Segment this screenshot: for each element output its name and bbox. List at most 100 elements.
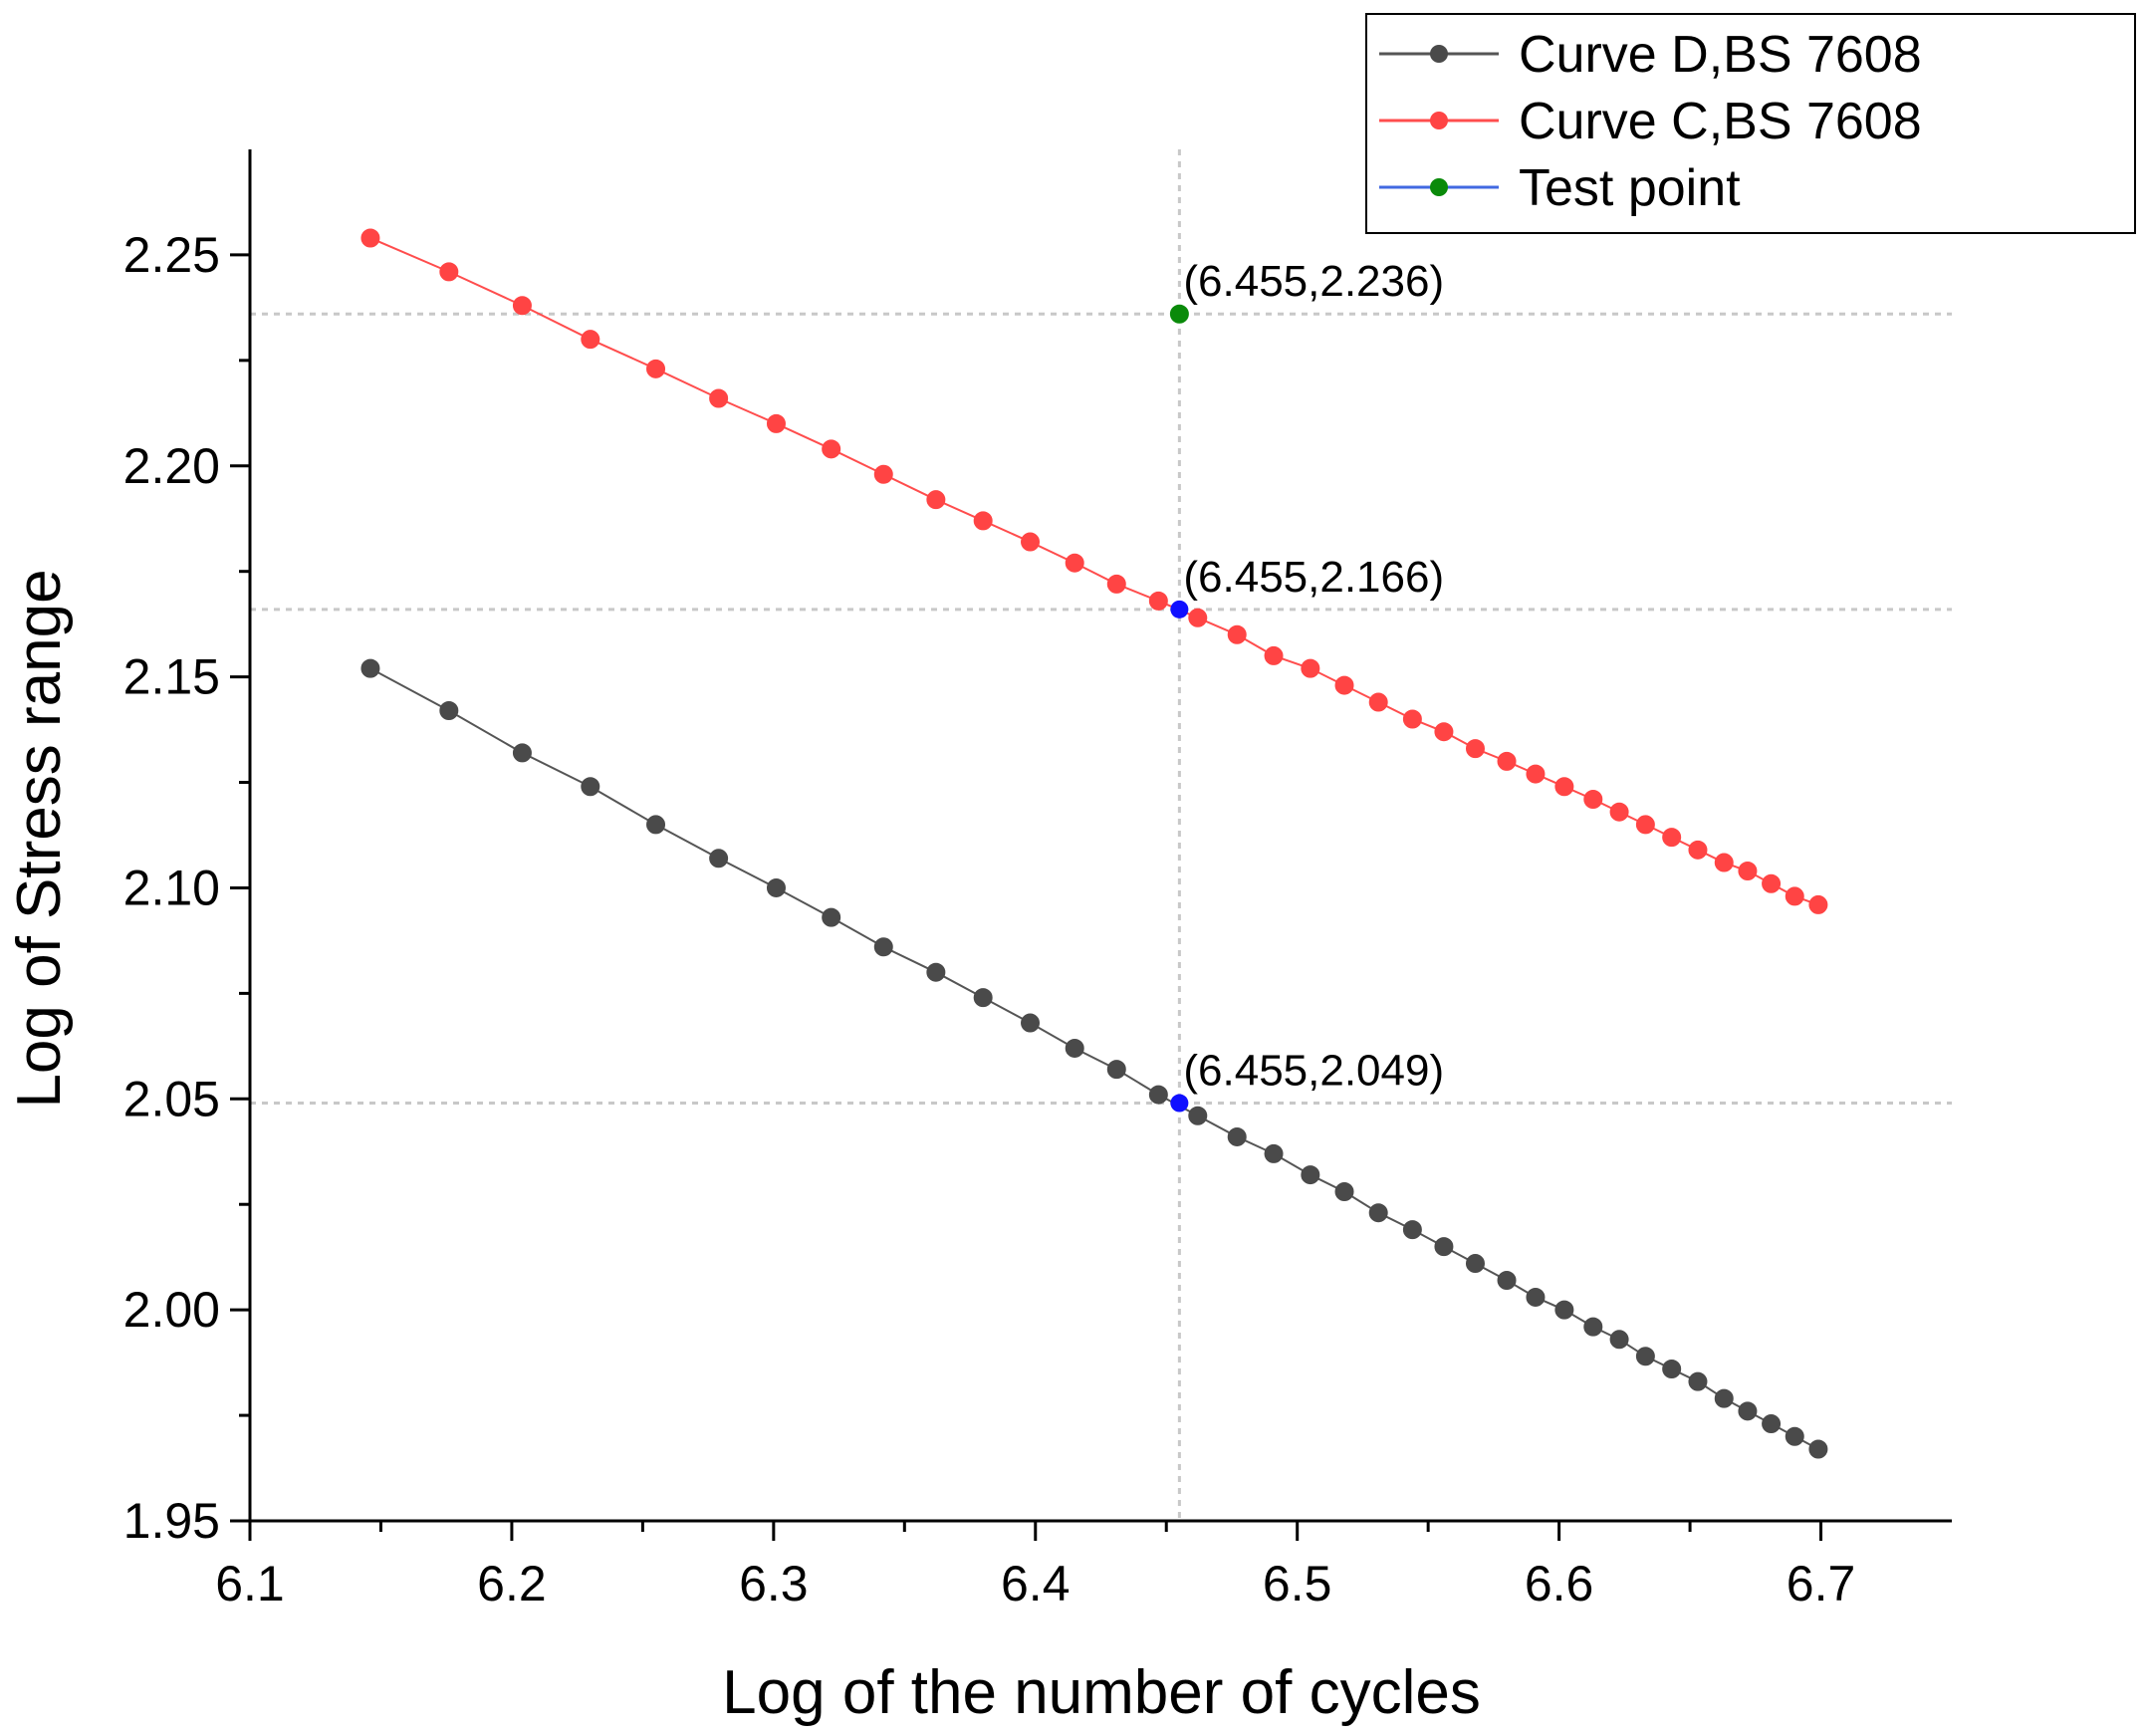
data-point (1368, 1203, 1388, 1223)
data-point (1065, 1038, 1084, 1058)
data-point (973, 988, 993, 1008)
data-point (709, 849, 729, 868)
data-point (1609, 1330, 1629, 1350)
data-point (926, 490, 946, 510)
series-2 (360, 228, 1828, 914)
data-point (1762, 1414, 1782, 1434)
data-point (439, 262, 459, 282)
data-point (646, 359, 666, 378)
data-point (1785, 886, 1804, 906)
data-point (1434, 1237, 1454, 1257)
data-point (1148, 591, 1168, 611)
series-layer (360, 228, 1828, 1459)
data-point (1583, 1317, 1603, 1337)
data-point (1301, 1165, 1320, 1185)
y-tick-label: 1.95 (123, 1493, 220, 1549)
y-tick-label: 2.00 (123, 1282, 220, 1338)
data-point (1264, 1143, 1284, 1163)
legend: Curve D,BS 7608 Curve C,BS 7608 Test point (1365, 13, 2136, 234)
data-point (1065, 553, 1084, 573)
data-point (1554, 777, 1574, 797)
series-3 (1169, 304, 1189, 324)
data-point (646, 815, 666, 835)
data-point (512, 743, 532, 763)
x-tick-label: 6.3 (739, 1556, 809, 1612)
x-ticks: 6.1 6.2 6.3 6.4 6.5 6.6 6.7 (215, 1521, 1855, 1612)
data-point (1169, 304, 1189, 324)
data-point (1497, 751, 1517, 771)
data-point (1526, 1287, 1546, 1307)
data-point (766, 877, 786, 897)
data-point (1368, 692, 1388, 712)
data-point (1334, 1182, 1354, 1202)
data-point (1688, 1371, 1708, 1391)
x-tick-label: 6.7 (1787, 1556, 1856, 1612)
axes (248, 149, 1952, 1523)
data-point (873, 464, 893, 484)
data-point (512, 296, 532, 316)
data-point (1264, 645, 1284, 665)
data-point (581, 330, 600, 350)
y-tick-label: 2.15 (123, 649, 220, 705)
data-point (1148, 1085, 1168, 1105)
y-axis-title: Log of Stress range (5, 569, 74, 1108)
x-tick-label: 6.5 (1263, 1556, 1332, 1612)
data-point (1402, 709, 1422, 729)
data-point (1785, 1426, 1804, 1446)
data-point (1465, 1254, 1485, 1274)
data-point (926, 962, 946, 982)
data-point (1334, 675, 1354, 695)
legend-box (1365, 13, 2136, 234)
data-point (1738, 1401, 1758, 1421)
data-point (1188, 608, 1208, 627)
highlight-point (1170, 1094, 1189, 1113)
data-point (1714, 853, 1734, 872)
x-axis-title: Log of the number of cycles (722, 1658, 1481, 1727)
highlight-point (1170, 600, 1189, 619)
legend-marker (1430, 45, 1448, 63)
data-point (1526, 764, 1546, 784)
data-point (1402, 1220, 1422, 1240)
data-point (709, 388, 729, 408)
data-point (1021, 532, 1041, 552)
data-point (1635, 815, 1655, 835)
data-point (1106, 574, 1126, 594)
data-point (1635, 1347, 1655, 1366)
data-point (973, 511, 993, 531)
data-point (1497, 1270, 1517, 1290)
data-point (1106, 1060, 1126, 1080)
data-point (1609, 802, 1629, 822)
legend-label: Test point (1519, 159, 1741, 217)
data-point (1762, 873, 1782, 893)
data-point (1021, 1013, 1041, 1033)
point-annotation: (6.455,2.166) (1183, 553, 1444, 602)
data-point (1662, 1359, 1682, 1378)
data-point (360, 228, 380, 248)
data-point (1434, 722, 1454, 742)
reference-lines (250, 149, 1952, 1521)
data-point (1227, 624, 1247, 644)
legend-label: Curve D,BS 7608 (1519, 26, 1922, 84)
data-point (766, 413, 786, 433)
data-point (1554, 1300, 1574, 1320)
y-tick-label: 2.25 (123, 227, 220, 283)
data-point (1714, 1388, 1734, 1408)
annotations: (6.455,2.236) (6.455,2.166) (6.455,2.049) (1183, 257, 1444, 1095)
point-annotation: (6.455,2.049) (1183, 1047, 1444, 1096)
data-point (1227, 1126, 1247, 1146)
y-ticks: 1.95 2.00 2.05 2.10 2.15 2.20 2.25 (123, 227, 250, 1549)
data-point (1808, 894, 1828, 914)
y-tick-label: 2.20 (123, 438, 220, 494)
legend-marker (1430, 112, 1448, 129)
data-point (822, 907, 841, 927)
data-point (873, 937, 893, 957)
data-point (581, 777, 600, 797)
data-point (360, 658, 380, 678)
data-point (1301, 658, 1320, 678)
data-point (1662, 828, 1682, 848)
x-tick-label: 6.6 (1525, 1556, 1594, 1612)
data-point (439, 701, 459, 721)
x-tick-label: 6.1 (215, 1556, 285, 1612)
data-point (1188, 1106, 1208, 1125)
